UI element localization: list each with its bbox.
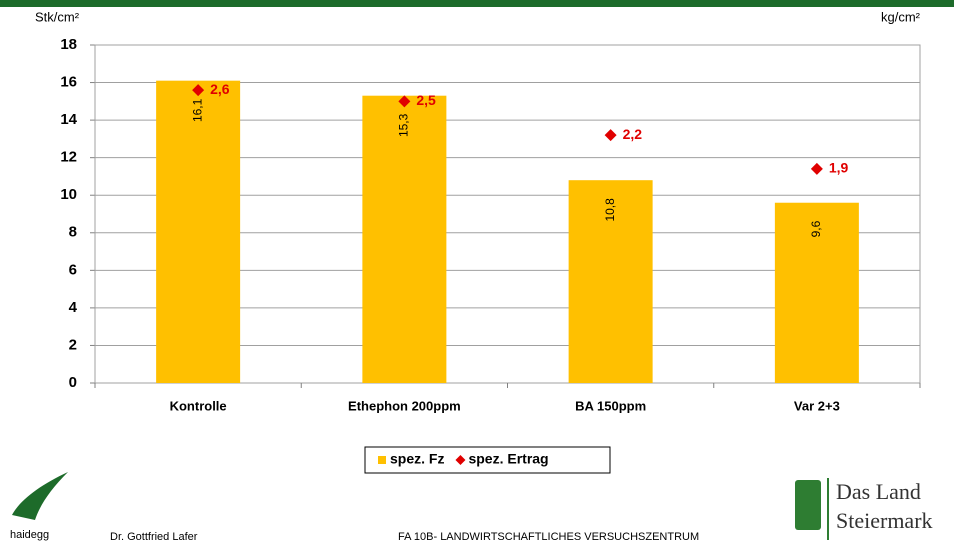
y-tick-label: 14: [60, 111, 77, 128]
slide: Stk/cm² kg/cm² haidegg Dr. Gottfried Laf…: [0, 0, 954, 547]
y-tick-label: 12: [60, 149, 77, 166]
value-label: 2,5: [416, 92, 436, 108]
y-tick-label: 6: [69, 261, 77, 278]
y-tick-label: 16: [60, 74, 77, 91]
value-label: 16,1: [190, 98, 204, 122]
value-label: 10,8: [603, 198, 617, 222]
value-label: 2,6: [210, 81, 230, 97]
y-tick-label: 18: [60, 36, 77, 53]
author: Dr. Gottfried Lafer: [110, 531, 198, 543]
point: [811, 163, 823, 175]
logo-text: haidegg: [10, 529, 49, 541]
logo-line: Steiermark: [836, 508, 933, 533]
value-label: 9,6: [809, 220, 823, 237]
legend-label: spez. Fz: [390, 451, 444, 467]
x-tick-label: BA 150ppm: [575, 398, 646, 413]
y-tick-label: 2: [69, 336, 77, 353]
haidegg-logo: [12, 472, 68, 520]
x-tick-label: Ethephon 200ppm: [348, 398, 461, 413]
legend-label: spez. Ertrag: [468, 451, 548, 467]
logo-line: Das Land: [836, 479, 921, 504]
bar: [362, 96, 446, 383]
coat-of-arms: [795, 480, 821, 530]
value-label: 15,3: [397, 113, 411, 137]
y-tick-label: 0: [69, 374, 77, 391]
institution: FA 10B- LANDWIRTSCHAFTLICHES VERSUCHSZEN…: [398, 531, 699, 543]
top-bar: [0, 0, 954, 7]
legend-swatch: [378, 456, 386, 464]
x-tick-label: Var 2+3: [794, 398, 840, 413]
point: [605, 129, 617, 141]
x-tick-label: Kontrolle: [170, 398, 227, 413]
y-tick-label: 10: [60, 186, 77, 203]
bar: [156, 81, 240, 383]
y-tick-label: 4: [69, 299, 78, 316]
y-tick-label: 8: [69, 224, 77, 241]
y-axis-label: Stk/cm²: [35, 9, 80, 24]
value-label: 2,2: [623, 126, 643, 142]
value-label: 1,9: [829, 160, 849, 176]
y2-axis-label: kg/cm²: [881, 9, 921, 24]
